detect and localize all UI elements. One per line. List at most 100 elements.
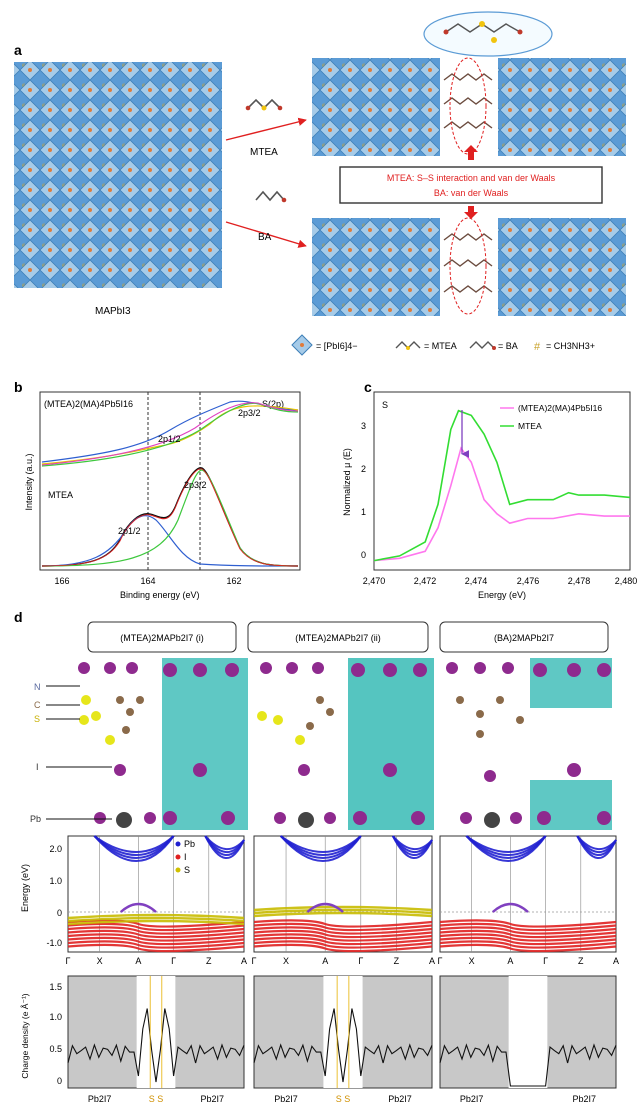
svg-text:0: 0: [57, 908, 62, 918]
xps-mtea-fit-green: [41, 469, 299, 567]
kpoint-label: A: [613, 956, 619, 966]
svg-text:C: C: [34, 700, 41, 710]
xps-mtea-label: MTEA: [48, 490, 73, 500]
kpoint-label: A: [241, 956, 247, 966]
mtea-crystal-left: [312, 58, 440, 156]
d-title-1: (MTEA)2MAPb2I7 (i): [120, 633, 204, 643]
charge-label-ss: S S: [149, 1094, 164, 1104]
xanes-xlabel: Energy (eV): [478, 590, 526, 600]
mapbi3-crystal: [14, 62, 222, 288]
svg-text:0.5: 0.5: [49, 1044, 62, 1054]
interaction-line1: MTEA: S–S interaction and van der Waals: [387, 173, 556, 183]
xps-mtea-fit-blue: [41, 515, 299, 567]
xanes-series-group: [373, 409, 631, 562]
svg-text:0: 0: [57, 1076, 62, 1086]
interaction-line2: BA: van der Waals: [434, 188, 509, 198]
ba-arrow: [225, 221, 307, 248]
charge-label-left: Pb2I7: [274, 1094, 298, 1104]
svg-text:-1.0: -1.0: [46, 938, 62, 948]
svg-text:2p3/2: 2p3/2: [238, 408, 261, 418]
svg-text:2p3/2: 2p3/2: [184, 480, 207, 490]
charge-label-left: Pb2I7: [88, 1094, 112, 1104]
svg-text:2.0: 2.0: [49, 844, 62, 854]
band-ylabel: Energy (eV): [20, 864, 30, 912]
panel-a-legend: = [PbI6]4− = MTEA = BA # = CH3NH3+: [291, 334, 595, 356]
mtea-arrow: [225, 117, 307, 141]
mtea-arrow-label: MTEA: [250, 147, 278, 158]
kpoint-label: A: [429, 956, 435, 966]
svg-text:1: 1: [361, 507, 366, 517]
svg-text:N: N: [34, 682, 41, 692]
xps-edge-title: S(2p): [262, 399, 284, 409]
band-yticks: 2.0 1.0 0 -1.0: [46, 844, 62, 948]
svg-text:2,476: 2,476: [517, 576, 540, 586]
kpoint-label: Γ: [543, 956, 548, 966]
atom-labels: N C S I Pb: [30, 682, 41, 824]
svg-text:2,470: 2,470: [363, 576, 386, 586]
interaction-box: [339, 166, 603, 204]
kpoint-label: Γ: [252, 956, 257, 966]
svg-text:I: I: [36, 762, 39, 772]
svg-text:1.0: 1.0: [49, 1012, 62, 1022]
kpoint-label: X: [469, 956, 475, 966]
band-legend: Pb I S: [175, 839, 195, 875]
charge-plot-2: Pb2I7 Pb2I7 S S: [253, 975, 433, 1104]
ba-arrow-label: BA: [258, 232, 272, 243]
legend-ma: = CH3NH3+: [546, 341, 595, 351]
xanes-line-sample: [373, 446, 630, 562]
xanes-line-mtea: [373, 409, 631, 562]
xanes-element: S: [382, 400, 388, 410]
svg-text:#: #: [534, 341, 541, 353]
kpoint-label: Z: [206, 956, 212, 966]
xps-xlabel: Binding energy (eV): [120, 590, 200, 600]
mapbi3-label: MAPbI3: [95, 306, 131, 317]
svg-text:2,480: 2,480: [615, 576, 638, 586]
svg-text:2,478: 2,478: [568, 576, 591, 586]
charge-plot-1: Pb2I7 Pb2I7 S S: [67, 975, 245, 1104]
charge-label-right: Pb2I7: [201, 1094, 225, 1104]
xps-ylabel: Intensity (a.u.): [24, 453, 34, 510]
legend-mtea: = MTEA: [424, 341, 457, 351]
kpoint-label: Z: [394, 956, 400, 966]
xps-sample-title: (MTEA)2(MA)4Pb5I16: [44, 399, 133, 409]
kpoint-label: Z: [578, 956, 584, 966]
structure-1: [78, 658, 248, 830]
xanes-yticks: 0 1 2 3: [361, 421, 366, 560]
kpoint-label: Γ: [66, 956, 71, 966]
svg-text:Pb: Pb: [30, 814, 41, 824]
panel-b-label: b: [14, 379, 23, 395]
svg-text:1.0: 1.0: [49, 876, 62, 886]
charge-yticks: 1.5 1.0 0.5 0: [49, 982, 62, 1086]
ss-interaction-highlight: [449, 57, 487, 155]
svg-text:166: 166: [54, 576, 69, 586]
ba-chains: [443, 233, 493, 293]
mtea-dimer-bubble: [423, 11, 553, 57]
ba-molecule-icon: [255, 190, 285, 202]
d-title-2: (MTEA)2MAPb2I7 (ii): [295, 633, 381, 643]
kpoint-label: A: [135, 956, 141, 966]
kpoint-label: A: [322, 956, 328, 966]
charge-label-right: Pb2I7: [388, 1094, 412, 1104]
svg-text:I: I: [184, 852, 187, 862]
svg-text:1.5: 1.5: [49, 982, 62, 992]
ba-crystal-right: [498, 218, 626, 316]
mtea-chains: [443, 73, 493, 129]
charge-label-left: Pb2I7: [460, 1094, 484, 1104]
charge-label-ss: S S: [336, 1094, 351, 1104]
svg-text:2,472: 2,472: [414, 576, 437, 586]
kpoint-label: Γ: [171, 956, 176, 966]
xanes-legend-sample: (MTEA)2(MA)4Pb5I16: [518, 403, 602, 413]
panel-c-label: c: [364, 379, 372, 395]
kpoint-label: Γ: [358, 956, 363, 966]
svg-text:S: S: [34, 714, 40, 724]
svg-text:Pb: Pb: [184, 839, 195, 849]
legend-ba: = BA: [498, 341, 518, 351]
svg-text:164: 164: [140, 576, 155, 586]
xps-plot-frame: [39, 391, 301, 571]
xps-sample-fit-pink: [41, 402, 299, 466]
ba-crystal-left: [312, 218, 440, 316]
charge-plot-3: Pb2I7 Pb2I7: [439, 975, 617, 1104]
